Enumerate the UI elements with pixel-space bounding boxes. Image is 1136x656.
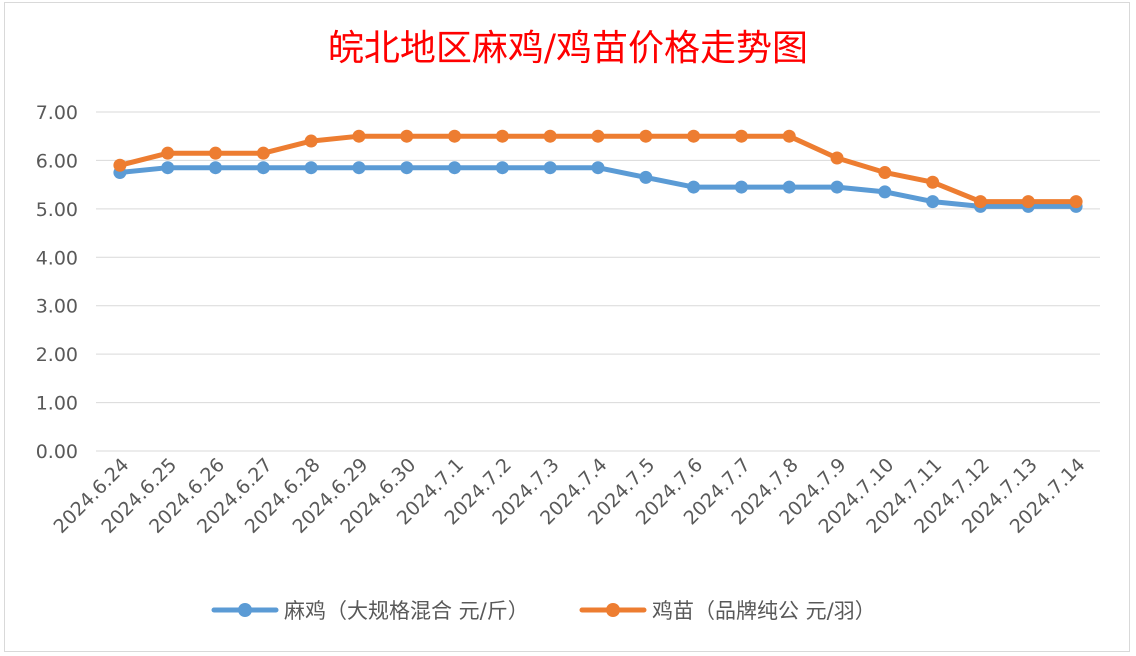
data-point: [926, 175, 940, 189]
data-point: [448, 129, 462, 143]
chart-title: 皖北地区麻鸡/鸡苗价格走势图: [328, 28, 808, 69]
data-point: [926, 195, 940, 209]
data-point: [1021, 195, 1035, 209]
y-axis-ticks: 0.00 1.00 2.00 3.00 4.00 5.00 6.00 7.00: [36, 102, 78, 463]
data-point: [734, 129, 748, 143]
data-point: [591, 129, 605, 143]
data-point: [639, 170, 653, 184]
data-point: [782, 129, 796, 143]
data-point: [400, 129, 414, 143]
data-point: [878, 166, 892, 180]
series-lines: [113, 129, 1083, 213]
data-point: [878, 185, 892, 199]
gridlines: [96, 111, 1100, 452]
chart-frame: [4, 2, 1130, 652]
legend-swatch-marker: [606, 603, 620, 617]
y-tick-label: 7.00: [36, 102, 78, 124]
legend-label: 麻鸡（大规格混合 元/斤）: [284, 599, 529, 623]
y-tick-label: 6.00: [36, 150, 78, 172]
y-tick-label: 0.00: [36, 441, 78, 463]
data-point: [543, 161, 557, 175]
data-point: [352, 161, 366, 175]
data-point: [495, 161, 509, 175]
y-tick-label: 5.00: [36, 199, 78, 221]
data-point: [352, 129, 366, 143]
data-point: [734, 180, 748, 194]
data-point: [687, 129, 701, 143]
y-tick-label: 4.00: [36, 247, 78, 269]
data-point: [543, 129, 557, 143]
data-point: [256, 161, 270, 175]
data-point: [161, 161, 175, 175]
data-point: [687, 180, 701, 194]
y-tick-label: 2.00: [36, 344, 78, 366]
data-point: [304, 161, 318, 175]
data-point: [448, 161, 462, 175]
legend-label: 鸡苗（品牌纯公 元/羽）: [652, 599, 876, 623]
data-point: [113, 158, 127, 172]
x-axis-ticks: 2024.6.242024.6.252024.6.262024.6.272024…: [50, 454, 1090, 538]
data-point: [639, 129, 653, 143]
data-point: [400, 161, 414, 175]
data-point: [782, 180, 796, 194]
data-point: [209, 146, 223, 160]
data-point: [209, 161, 223, 175]
legend: 麻鸡（大规格混合 元/斤） 鸡苗（品牌纯公 元/羽）: [211, 599, 876, 623]
data-point: [495, 129, 509, 143]
y-tick-label: 1.00: [36, 393, 78, 415]
data-point: [830, 180, 844, 194]
data-point: [161, 146, 175, 160]
data-point: [830, 151, 844, 165]
data-point: [973, 195, 987, 209]
legend-swatch-marker: [238, 603, 252, 617]
y-tick-label: 3.00: [36, 296, 78, 318]
data-point: [304, 134, 318, 148]
data-point: [591, 161, 605, 175]
data-point: [256, 146, 270, 160]
data-point: [1069, 195, 1083, 209]
